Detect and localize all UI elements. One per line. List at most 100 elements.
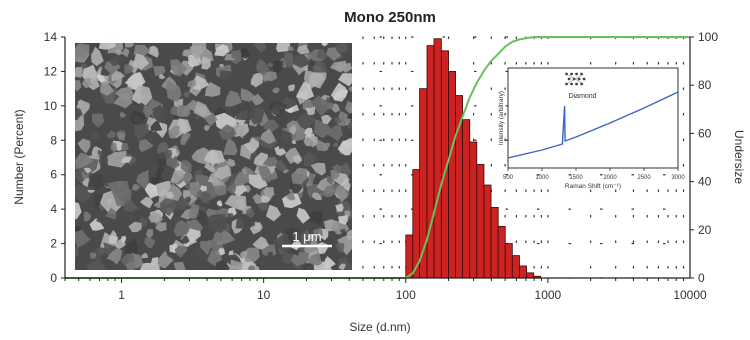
sem-particle — [203, 149, 226, 164]
sem-particle — [223, 137, 238, 156]
sem-particle — [119, 111, 126, 118]
sem-particle — [154, 222, 167, 232]
sem-particle — [83, 211, 92, 222]
x-tick-label: 10 — [257, 288, 271, 302]
sem-particle — [292, 154, 303, 164]
sem-particle — [274, 160, 288, 171]
sem-particle — [282, 52, 296, 68]
histogram-bar — [497, 225, 506, 279]
sem-particle — [166, 155, 181, 170]
histogram-bars — [405, 38, 542, 279]
sem-particle — [89, 218, 105, 231]
sem-mask — [65, 33, 362, 43]
sem-particle — [337, 137, 356, 156]
sem-particle — [252, 193, 265, 204]
sem-particle — [266, 204, 282, 222]
sem-particle — [125, 261, 138, 273]
raman-annotation: Diamond — [569, 93, 597, 100]
sem-particle — [108, 235, 119, 244]
sem-particle — [89, 252, 97, 259]
sem-particle — [189, 185, 200, 196]
sem-particle — [243, 247, 260, 262]
sem-particle — [256, 58, 270, 76]
sem-particle — [326, 102, 334, 110]
sem-particle — [252, 236, 270, 250]
sem-particle — [73, 229, 91, 248]
sem-particle — [332, 164, 342, 174]
sem-particle — [332, 142, 339, 148]
sem-particle — [124, 239, 139, 258]
sem-particle — [167, 125, 180, 139]
sem-particle — [296, 44, 310, 55]
raman-x-tick-label: 3000 — [671, 175, 685, 181]
sem-particle — [115, 48, 123, 56]
histogram-bar — [483, 184, 492, 279]
sem-particle — [207, 213, 227, 234]
sem-particle — [90, 131, 100, 140]
sem-particle — [158, 250, 174, 269]
histogram-bar — [526, 272, 535, 279]
y-tick-label: 2 — [50, 237, 57, 251]
sem-particle — [309, 71, 325, 89]
sem-particle — [214, 184, 227, 196]
sem-particle — [147, 222, 157, 231]
sem-particle — [228, 213, 235, 219]
sem-particle — [214, 44, 230, 57]
raman-x-tick-label: 2000 — [603, 175, 617, 181]
sem-particle — [169, 105, 179, 116]
sem-particle — [133, 124, 149, 141]
sem-particle — [201, 56, 211, 70]
sem-particle — [189, 203, 200, 218]
sem-particle — [231, 49, 242, 59]
sem-particle — [338, 73, 354, 87]
sem-particle — [191, 154, 197, 161]
axes: 1 10 100 1000 10000 0 2 4 6 8 10 12 14 0 20 40 60 80 100 — [44, 30, 719, 302]
raman-spectrum-line — [507, 91, 679, 159]
sem-particle — [259, 165, 273, 183]
sem-particle — [163, 149, 173, 159]
sem-particle — [92, 113, 105, 128]
y2-tick-label: 40 — [698, 175, 712, 189]
sem-particle — [183, 91, 190, 98]
undersize-curve-layer — [65, 36, 690, 279]
sem-particle — [179, 235, 190, 244]
sem-particle — [106, 130, 116, 138]
lattice-atom — [572, 77, 576, 81]
sem-particle — [144, 236, 156, 248]
sem-particle — [260, 128, 276, 144]
sem-particle — [263, 119, 280, 133]
sem-particle — [174, 245, 188, 258]
sem-particle — [226, 158, 236, 167]
sem-particle — [123, 199, 139, 212]
sem-mask — [65, 270, 362, 280]
y-tick-label: 14 — [44, 30, 58, 44]
histogram-bar — [405, 234, 414, 279]
sem-particle — [142, 105, 154, 119]
sem-particle — [232, 122, 245, 139]
sem-particle — [335, 42, 348, 54]
sem-particle — [250, 93, 264, 106]
sem-particle — [292, 53, 311, 68]
histogram-bar — [426, 45, 435, 279]
sem-particle — [117, 133, 125, 141]
sem-particle — [286, 192, 296, 201]
sem-particle — [87, 173, 104, 191]
sem-particle — [173, 219, 191, 237]
sem-particle — [140, 196, 154, 209]
lattice-atom — [575, 82, 578, 86]
sem-particle — [250, 75, 261, 86]
sem-particle — [115, 86, 135, 101]
sem-particle — [204, 81, 221, 97]
sem-particle — [333, 89, 349, 102]
histogram-bar — [469, 141, 478, 279]
sem-particle — [153, 65, 166, 76]
sem-particle — [91, 46, 104, 67]
sem-particle — [108, 56, 120, 66]
sem-particle — [291, 167, 308, 185]
x-tick-label: 1 — [118, 288, 125, 302]
sem-particle — [116, 43, 123, 50]
sem-particle — [160, 198, 177, 217]
diamond-lattice-icon — [565, 72, 586, 86]
raman-inset-frame — [507, 67, 679, 169]
